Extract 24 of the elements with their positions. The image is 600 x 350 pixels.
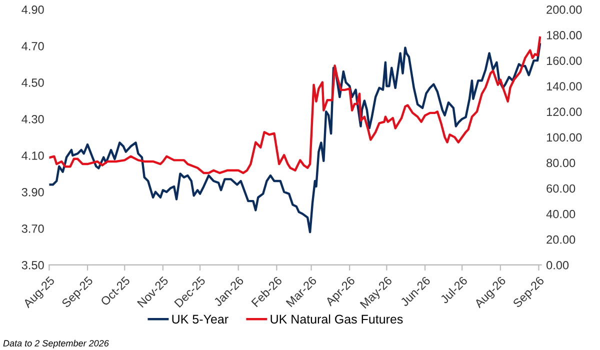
line-series <box>49 36 542 174</box>
y2-tick-label: 60.00 <box>546 184 576 193</box>
y2-tick-label: 120.00 <box>546 108 582 116</box>
y2-tick-label: 0.00 <box>546 260 569 270</box>
y2-tick-label: 20.00 <box>546 235 576 244</box>
y2-tick-label: 200.00 <box>546 5 582 14</box>
y2-tick-label: 180.00 <box>546 31 582 40</box>
y-tick-label: 4.10 <box>22 151 44 160</box>
y2-tick-label: 100.00 <box>546 133 582 142</box>
y-tick-label: 3.90 <box>22 188 44 196</box>
y-tick-label: 4.50 <box>22 78 44 87</box>
y2-tick-label: 40.00 <box>546 210 576 218</box>
y-tick-label: 4.30 <box>22 114 44 124</box>
y-tick-label: 4.70 <box>22 42 44 50</box>
y-tick-label: 3.50 <box>22 260 44 270</box>
line-series <box>49 43 542 234</box>
y-tick-label: 3.70 <box>22 224 44 233</box>
text: Data to 2 September 2026 <box>3 340 109 348</box>
legend-label: UK 5-Year <box>172 314 228 324</box>
y-tick-label: 4.90 <box>22 5 44 14</box>
y2-tick-label: 140.00 <box>546 82 582 90</box>
y2-tick-label: 160.00 <box>546 56 582 65</box>
y2-tick-label: 80.00 <box>546 158 576 168</box>
legend-label: UK Natural Gas Futures <box>270 314 403 324</box>
